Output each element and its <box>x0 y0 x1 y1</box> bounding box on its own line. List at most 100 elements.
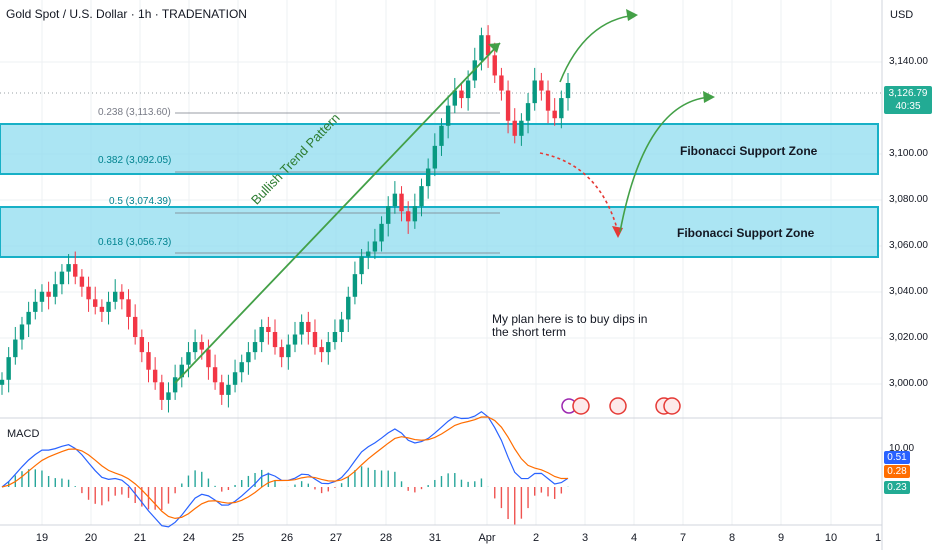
candle-body <box>79 276 85 287</box>
candle-body <box>432 145 438 169</box>
plan-text-line2: the short term <box>492 325 567 339</box>
fib-label-0618: 0.618 (3,056.73) <box>98 237 172 248</box>
histogram-value-tag: 0.23 <box>884 481 910 494</box>
candle-body <box>559 98 564 119</box>
candle-body <box>73 264 78 277</box>
projected-dip-path <box>539 152 619 233</box>
candle-body <box>259 326 264 343</box>
candle-body <box>419 186 424 207</box>
candle-body <box>552 110 557 119</box>
candle-body <box>492 55 497 76</box>
candle-body <box>39 291 45 302</box>
price-tick: 3,020.00 <box>889 332 928 343</box>
candle-body <box>132 316 138 338</box>
time-tick: 1 <box>874 532 882 544</box>
candle-body <box>286 344 291 358</box>
macd-value-tag: 0.51 <box>884 451 910 464</box>
candle-body <box>53 284 58 297</box>
event-icon-us-flag <box>663 397 681 415</box>
candle-body <box>545 90 551 111</box>
candle-body <box>405 211 411 222</box>
candle-body <box>59 271 65 285</box>
candle-body <box>445 105 451 126</box>
candle-body <box>246 352 251 363</box>
fib-label-0238: 0.238 (3,113.60) <box>98 107 171 118</box>
candle-body <box>399 193 404 212</box>
current-price-value: 3,126.79 <box>888 88 928 99</box>
candle-body <box>565 83 571 99</box>
time-tick: 9 <box>777 532 785 544</box>
candle-body <box>159 382 165 400</box>
macd-indicator <box>1 410 569 528</box>
zone-label-upper: Fibonacci Support Zone <box>680 144 818 158</box>
time-tick: 2 <box>532 532 540 544</box>
time-tick: 4 <box>630 532 638 544</box>
candle-body <box>292 334 298 345</box>
price-tick: 3,000.00 <box>889 378 928 389</box>
candle-body <box>439 125 444 146</box>
price-tick: 3,040.00 <box>889 286 928 297</box>
candle-body <box>359 256 364 275</box>
time-tick: 31 <box>428 532 442 544</box>
candle-body <box>532 80 537 104</box>
price-tick: 3,080.00 <box>889 194 928 205</box>
time-tick: 25 <box>231 532 245 544</box>
candle-body <box>425 168 431 187</box>
chart-title: Gold Spot / U.S. Dollar · 1h · TRADENATI… <box>6 7 247 21</box>
candle-body <box>479 35 484 61</box>
macd-tick: 10.00 <box>889 443 915 454</box>
candle-body <box>179 364 184 378</box>
macd-line <box>1 410 569 528</box>
time-tick: 27 <box>329 532 343 544</box>
candle-body <box>219 382 224 395</box>
candle-body <box>339 319 344 332</box>
candle-body <box>366 251 371 257</box>
bounce-arrow-lower-head <box>703 91 715 103</box>
event-icon-us-flag <box>572 397 590 415</box>
candle-body <box>346 296 351 320</box>
candle-body <box>239 362 244 373</box>
candle-body <box>19 324 25 340</box>
candle-body <box>99 306 105 312</box>
candle-body <box>319 347 324 353</box>
candle-countdown: 40:35 <box>895 101 921 112</box>
trend-arrowhead <box>488 43 500 53</box>
zone-label-lower: Fibonacci Support Zone <box>677 226 815 240</box>
candle-body <box>119 291 125 300</box>
candle-body <box>465 80 471 99</box>
candle-body <box>452 90 457 106</box>
candle-body <box>126 299 131 317</box>
candle-body <box>525 103 531 121</box>
currency-label[interactable]: USD <box>890 9 914 21</box>
candle-body <box>459 90 464 99</box>
macd-label[interactable]: MACD <box>7 428 40 440</box>
candle-body <box>272 332 278 348</box>
fib-label-05: 0.5 (3,074.39) <box>109 196 172 207</box>
candle-body <box>93 299 98 307</box>
price-tick: 3,140.00 <box>889 56 928 67</box>
candle-body <box>299 321 304 335</box>
plan-text-line1: My plan here is to buy dips in <box>492 312 648 326</box>
bounce-arrow-upper-head <box>626 9 638 21</box>
candle-body <box>146 352 151 370</box>
candle-body <box>379 223 384 242</box>
candle-body <box>6 357 11 380</box>
economic-event-icons[interactable] <box>561 397 681 415</box>
candle-body <box>232 372 238 385</box>
fib-zone-upper[interactable] <box>0 123 879 175</box>
time-tick: 7 <box>679 532 687 544</box>
candle-body <box>512 120 517 136</box>
candle-body <box>166 392 171 400</box>
fib-zone-lower[interactable] <box>0 206 879 258</box>
price-tick: 3,100.00 <box>889 148 928 159</box>
candle-body <box>392 193 398 207</box>
time-tick: 26 <box>280 532 294 544</box>
time-tick: 10 <box>824 532 838 544</box>
candle-body <box>172 377 178 393</box>
grid <box>0 0 882 525</box>
candle-body <box>192 342 198 353</box>
bullish-trend-line[interactable] <box>174 42 501 384</box>
candle-body <box>372 241 378 252</box>
candle-body <box>139 337 145 353</box>
